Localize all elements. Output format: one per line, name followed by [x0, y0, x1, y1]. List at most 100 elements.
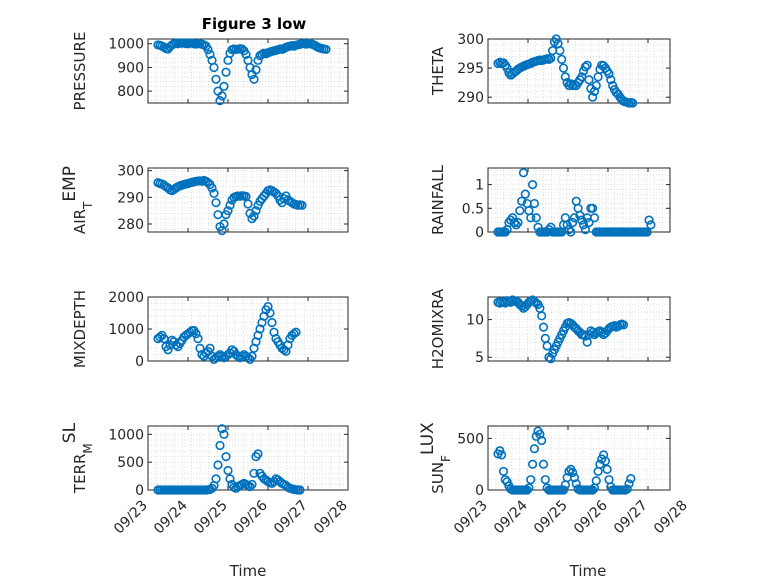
data-point: [624, 479, 634, 489]
data-point: [582, 60, 592, 70]
data-point: [589, 213, 600, 223]
data-point: [535, 429, 545, 439]
data-point: [247, 479, 257, 490]
y-axis-label-part: LUX: [418, 422, 438, 455]
data-point: [517, 196, 527, 206]
data-point: [215, 440, 225, 451]
y-tick-label: 800: [117, 84, 144, 100]
subplot-7: 0 500 1000 09/23 09/24 09/25 09/26 09/27 09/28 Ti…: [60, 422, 351, 580]
data-point: [588, 485, 598, 495]
data-point: [618, 320, 629, 330]
subplot-4: 0 0.5 1 RAINFALL: [429, 164, 671, 241]
data-point: [588, 92, 598, 102]
data-point: [249, 74, 259, 84]
data-point: [622, 484, 632, 494]
x-tick-label: 09/23: [451, 498, 491, 538]
y-axis-label-part: TERR: [71, 454, 89, 495]
x-tick-label: 09/26: [231, 497, 271, 537]
data-point: [223, 465, 233, 476]
data-point: [529, 198, 540, 209]
data-point: [564, 225, 574, 235]
data-point: [243, 199, 253, 209]
y-tick-label: 290: [457, 90, 484, 106]
data-point: [588, 203, 598, 213]
y-tick-label: 10: [466, 313, 484, 329]
data-point: [219, 429, 229, 439]
data-point: [600, 456, 610, 466]
plot-border: [487, 38, 671, 104]
data-point: [568, 217, 578, 228]
data-point: [163, 345, 173, 355]
data-point: [321, 44, 331, 55]
subplot-3: 280 290 300 AIRTEMP: [60, 164, 349, 236]
data-point: [598, 450, 609, 460]
data-point: [267, 318, 277, 328]
data-point: [527, 179, 538, 190]
y-axis-label-part: AIR: [71, 209, 89, 234]
data-point: [646, 220, 656, 230]
data-point: [219, 81, 229, 92]
data-point: [217, 91, 227, 101]
data-point: [557, 54, 567, 64]
data-point: [628, 98, 638, 108]
data-point: [526, 475, 536, 485]
data-point: [584, 75, 594, 85]
data-point: [566, 227, 576, 237]
x-tick-label: 09/25: [191, 498, 231, 538]
data-point: [517, 301, 527, 311]
y-axis-label-part: SL: [60, 422, 80, 443]
data-point: [589, 86, 600, 96]
data-point: [223, 206, 233, 216]
data-point: [295, 485, 305, 495]
data-point: [602, 464, 612, 474]
subplot-5: 0 1000 2000 MIXDEPTH: [71, 290, 349, 370]
data-point: [237, 351, 247, 361]
y-axis-label-subscript: F: [439, 455, 453, 462]
y-axis-label: SUNFLUX: [418, 422, 453, 494]
subplot-8: 0 500 09/23 09/24 09/25 09/26 09/27 09/28 Time SU…: [418, 422, 691, 580]
x-tick-label: 09/27: [271, 498, 311, 538]
data-point: [203, 45, 213, 55]
y-axis-label: PRESSURE: [71, 32, 89, 111]
data-point: [540, 475, 550, 485]
data-point: [211, 474, 221, 484]
data-point: [526, 213, 536, 223]
data-point: [500, 227, 510, 237]
y-tick-label: 300: [457, 32, 484, 48]
data-point: [518, 168, 529, 178]
y-tick-label: 0: [475, 225, 484, 241]
y-tick-label: 5: [475, 350, 484, 366]
data-point: [213, 460, 223, 470]
data-point: [524, 483, 534, 493]
x-tick-label: 09/23: [111, 498, 151, 538]
data-point: [193, 334, 203, 344]
data-point: [225, 200, 235, 210]
data-point: [251, 206, 261, 216]
data-point: [253, 449, 263, 459]
y-axis-label-part: SUN: [429, 462, 447, 494]
x-tick-label: 09/24: [151, 497, 191, 537]
data-point: [249, 468, 259, 478]
data-point: [498, 466, 509, 477]
data-point: [580, 225, 590, 235]
data-point: [245, 482, 255, 492]
y-tick-label: 0: [135, 483, 144, 499]
y-axis-label: AIRTEMP: [60, 166, 95, 234]
y-tick-label: 1: [475, 178, 484, 194]
data-point: [578, 220, 589, 230]
plot-area: [147, 425, 349, 491]
data-point: [591, 80, 601, 91]
data-point: [537, 435, 547, 446]
data-point: [538, 322, 549, 332]
data-point: [580, 62, 590, 72]
y-axis-label-part: EMP: [60, 166, 80, 202]
data-point: [209, 62, 219, 73]
x-tick-label: 09/27: [611, 498, 651, 538]
x-tick-label: 09/25: [531, 498, 571, 538]
data-point: [265, 308, 275, 318]
subplot-1: 800 900 1000 PRESSURE Figure 3 low: [71, 15, 349, 111]
x-tick-label: 09/28: [651, 498, 691, 538]
chart-title: Figure 3 low: [202, 15, 307, 33]
data-point: [538, 459, 549, 469]
